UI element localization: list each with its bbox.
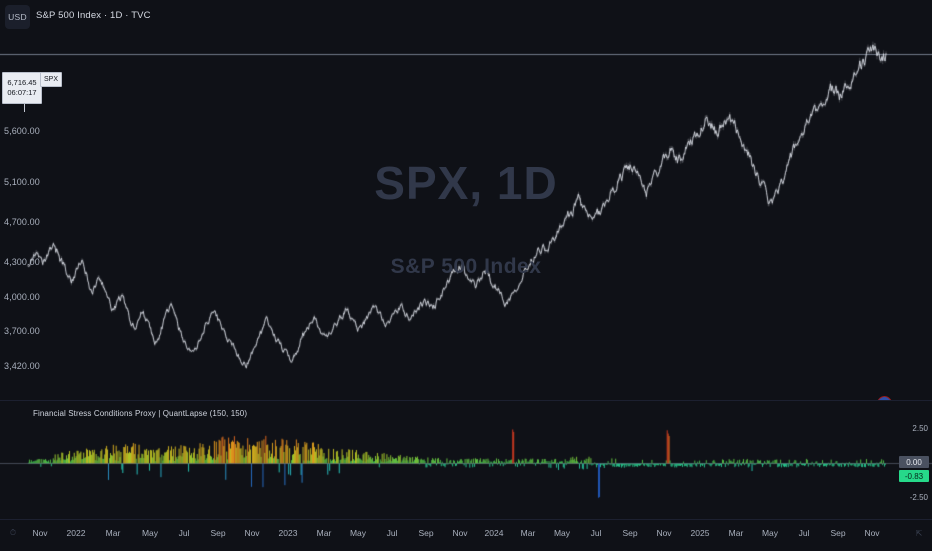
time-axis-label: Nov (32, 528, 48, 538)
time-axis-label: Sep (622, 528, 638, 538)
bar-countdown: 06:07:17 (7, 88, 37, 97)
indicator-title[interactable]: Financial Stress Conditions Proxy | Quan… (33, 409, 248, 418)
indicator-axis-bottom: -2.50 (909, 493, 928, 502)
timezone-icon[interactable]: ⏱ (9, 528, 17, 537)
time-axis-label: May (761, 528, 779, 538)
time-axis[interactable]: Nov 2022 Mar May Jul Sep Nov 2023 Mar May Jul Sep No… (0, 519, 932, 551)
price-axis-label: 3,420.00 (4, 361, 40, 371)
time-axis-label: Mar (728, 528, 744, 538)
symbol-title[interactable]: S&P 500 Index · 1D · TVC (36, 10, 151, 21)
chart-topbar: USD S&P 500 Index · 1D · TVC (0, 0, 932, 29)
price-axis-label: 4,300.00 (4, 257, 40, 267)
time-axis-label: May (141, 528, 159, 538)
time-axis-label: 2022 (66, 528, 86, 538)
auto-scale-icon[interactable]: ⇱ (915, 528, 923, 538)
indicator-pane[interactable] (0, 400, 932, 516)
price-axis-label: 4,700.00 (4, 217, 40, 227)
time-axis-label: Mar (316, 528, 332, 538)
time-axis-label: May (553, 528, 571, 538)
time-axis-label: 2023 (278, 528, 298, 538)
time-axis-label: Nov (244, 528, 260, 538)
time-axis-label: May (349, 528, 367, 538)
price-axis-label: 4,000.00 (4, 292, 40, 302)
price-axis-label: 5,100.00 (4, 177, 40, 187)
time-axis-label: Mar (520, 528, 536, 538)
indicator-chart-canvas[interactable] (0, 401, 932, 516)
price-badge-stem (24, 102, 25, 112)
time-axis-label: Nov (864, 528, 880, 538)
time-axis-label: 2025 (690, 528, 710, 538)
time-axis-label: Nov (656, 528, 672, 538)
price-chart-canvas[interactable] (0, 28, 932, 400)
indicator-zero-badge[interactable]: 0.00 (899, 456, 929, 468)
symbol-price-tag[interactable]: SPX (40, 72, 63, 87)
time-axis-label: Nov (452, 528, 468, 538)
time-axis-label: Jul (178, 528, 190, 538)
time-axis-label: Sep (210, 528, 226, 538)
last-price-value: 6,716.45 (7, 78, 37, 87)
time-axis-label: Mar (105, 528, 121, 538)
time-axis-label: Sep (830, 528, 846, 538)
price-axis-label: 3,700.00 (4, 326, 40, 336)
indicator-axis-top: 2.50 (912, 424, 928, 433)
currency-badge[interactable]: USD (5, 5, 30, 29)
time-axis-label: Jul (386, 528, 398, 538)
time-axis-label: Jul (798, 528, 810, 538)
indicator-value-badge[interactable]: -0.83 (899, 470, 929, 482)
price-pane[interactable]: SPX, 1D S&P 500 Index 5,600.00 5,100.00 4,… (0, 28, 932, 400)
time-axis-label: Sep (418, 528, 434, 538)
price-axis-label: 5,600.00 (4, 126, 40, 136)
time-axis-label: Jul (590, 528, 602, 538)
last-price-badge[interactable]: 6,716.45 06:07:17 (2, 72, 42, 104)
time-axis-label: 2024 (484, 528, 504, 538)
